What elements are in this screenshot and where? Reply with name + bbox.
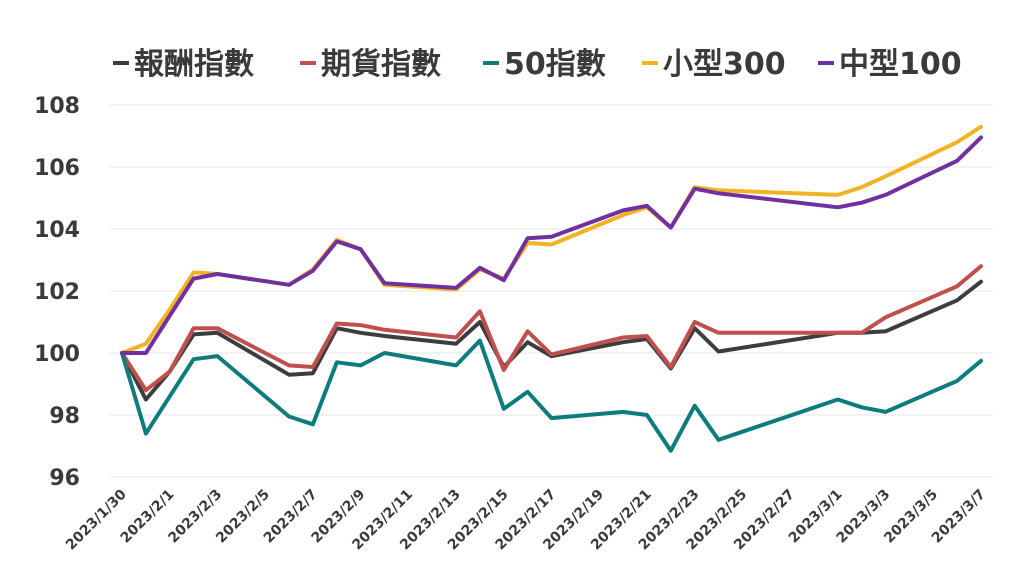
y-tick-label: 104 <box>34 218 80 243</box>
y-tick-label: 102 <box>34 280 80 305</box>
legend-label: 小型300 <box>663 47 786 82</box>
x-tick-label: 2023/1/30 <box>63 486 130 553</box>
y-tick-label: 106 <box>34 156 80 181</box>
legend-label: 報酬指數 <box>134 47 254 82</box>
legend-label: 中型100 <box>839 47 962 82</box>
y-tick-label: 108 <box>34 94 80 119</box>
y-tick-label: 96 <box>49 466 80 491</box>
legend: 報酬指數 期貨指數 50指數 小型300 中型100 <box>113 47 962 82</box>
series-line <box>120 124 983 355</box>
x-axis: 2023/1/302023/2/12023/2/32023/2/52023/2/… <box>63 486 989 553</box>
y-axis: 96 98 100 102 104 106 108 <box>34 94 80 491</box>
series-line <box>120 338 983 453</box>
y-tick-label: 100 <box>34 342 80 367</box>
series-line <box>120 264 983 393</box>
y-tick-label: 98 <box>49 404 80 429</box>
series-line <box>120 135 983 355</box>
legend-label: 期貨指數 <box>321 47 441 82</box>
series-group <box>120 124 983 453</box>
grid-lines <box>110 104 993 478</box>
legend-label: 50指數 <box>504 47 606 82</box>
